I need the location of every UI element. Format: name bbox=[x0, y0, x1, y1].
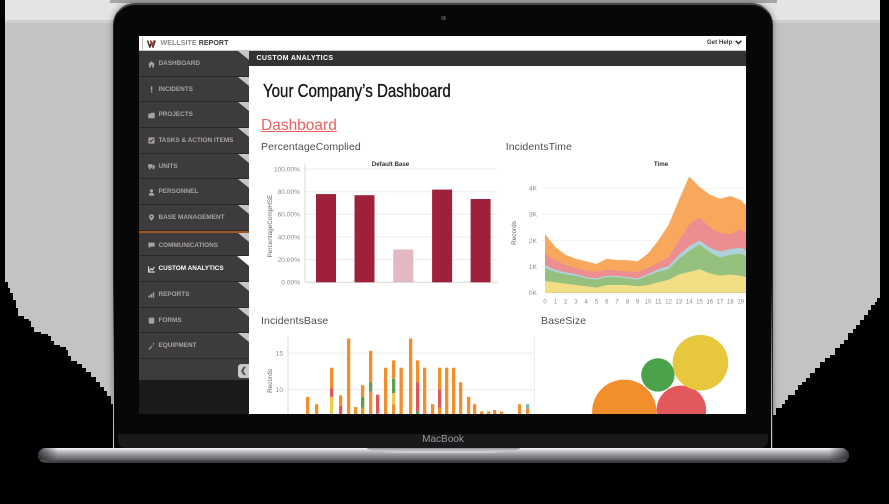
svg-text:14: 14 bbox=[686, 300, 693, 306]
svg-text:PercentageCompHSE: PercentageCompHSE bbox=[267, 195, 274, 258]
svg-text:0: 0 bbox=[543, 300, 547, 306]
svg-text:10: 10 bbox=[276, 387, 284, 394]
svg-text:6: 6 bbox=[605, 300, 609, 306]
svg-text:7: 7 bbox=[615, 300, 619, 306]
svg-text:9: 9 bbox=[636, 300, 640, 306]
svg-text:15: 15 bbox=[276, 350, 284, 357]
svg-text:100.00%: 100.00% bbox=[274, 166, 300, 173]
svg-text:80.00%: 80.00% bbox=[278, 189, 301, 196]
svg-text:12: 12 bbox=[665, 300, 672, 306]
svg-text:18: 18 bbox=[727, 300, 734, 306]
svg-text:0.00%: 0.00% bbox=[281, 280, 300, 287]
svg-text:Time: Time bbox=[654, 161, 669, 168]
svg-text:2K: 2K bbox=[529, 238, 538, 245]
svg-text:10: 10 bbox=[645, 300, 652, 306]
svg-text:3K: 3K bbox=[529, 212, 538, 219]
svg-text:4: 4 bbox=[585, 300, 589, 306]
svg-text:11: 11 bbox=[655, 300, 662, 306]
svg-text:8: 8 bbox=[626, 300, 630, 306]
svg-text:Records: Records bbox=[511, 221, 518, 245]
svg-text:17: 17 bbox=[717, 300, 724, 306]
svg-text:Records: Records bbox=[267, 369, 274, 393]
svg-text:0K: 0K bbox=[529, 290, 538, 297]
svg-text:15: 15 bbox=[696, 300, 703, 306]
svg-text:Default Base: Default Base bbox=[372, 161, 410, 168]
svg-text:3: 3 bbox=[574, 300, 578, 306]
svg-text:13: 13 bbox=[676, 300, 683, 306]
svg-text:60.00%: 60.00% bbox=[278, 212, 301, 219]
svg-text:19: 19 bbox=[737, 300, 744, 306]
svg-text:1K: 1K bbox=[529, 264, 538, 271]
svg-text:40.00%: 40.00% bbox=[278, 234, 301, 241]
svg-text:20.00%: 20.00% bbox=[278, 257, 301, 264]
svg-text:5: 5 bbox=[595, 300, 599, 306]
svg-text:16: 16 bbox=[706, 300, 713, 306]
svg-text:4K: 4K bbox=[529, 186, 538, 193]
svg-text:2: 2 bbox=[564, 300, 568, 306]
svg-text:1: 1 bbox=[554, 300, 558, 306]
